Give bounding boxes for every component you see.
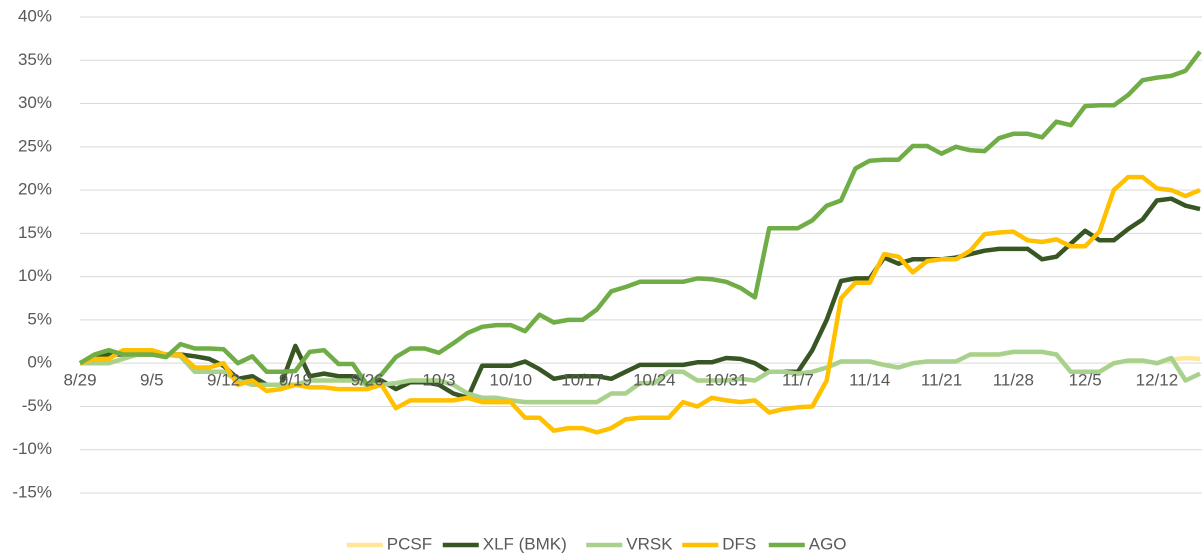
legend-label: DFS <box>722 534 756 553</box>
y-tick-label: 20% <box>18 180 52 199</box>
y-tick-label: 40% <box>18 6 52 25</box>
x-tick-label: 11/21 <box>921 371 962 390</box>
y-tick-label: 35% <box>18 50 52 69</box>
x-tick-label: 10/31 <box>705 371 748 390</box>
series-line <box>79 196 1201 401</box>
x-tick-label: 8/29 <box>63 371 96 390</box>
x-tick-label: 10/17 <box>561 371 604 390</box>
x-tick-label: 11/14 <box>849 371 890 390</box>
y-tick-label: 0% <box>27 353 52 372</box>
y-tick-label: 10% <box>18 266 52 285</box>
y-tick-label: -15% <box>12 482 52 501</box>
series-line <box>78 50 1202 388</box>
x-tick-label: 10/3 <box>422 371 455 390</box>
x-tick-label: 9/12 <box>207 371 240 390</box>
y-tick-label: 5% <box>27 309 52 328</box>
y-tick-label: -5% <box>22 396 52 415</box>
x-tick-label: 9/19 <box>279 371 312 390</box>
y-tick-label: 25% <box>18 136 52 155</box>
x-tick-label: 10/10 <box>489 371 532 390</box>
legend-label: VRSK <box>626 534 673 553</box>
x-tick-label: 11/28 <box>993 371 1034 390</box>
x-tick-label: 9/26 <box>351 371 384 390</box>
legend-label: XLF (BMK) <box>483 534 567 553</box>
y-tick-label: 15% <box>18 223 52 242</box>
x-tick-label: 10/24 <box>633 371 676 390</box>
x-tick-label: 11/7 <box>782 371 814 390</box>
legend-label: AGO <box>809 534 847 553</box>
y-tick-label: 30% <box>18 93 52 112</box>
x-tick-label: 12/5 <box>1069 371 1102 390</box>
x-tick-label: 12/12 <box>1136 371 1179 390</box>
series-line <box>80 349 1201 405</box>
x-tick-label: 9/5 <box>140 371 164 390</box>
legend-label: PCSF <box>387 534 432 553</box>
y-tick-label: -10% <box>12 439 52 458</box>
series-line <box>79 174 1201 435</box>
